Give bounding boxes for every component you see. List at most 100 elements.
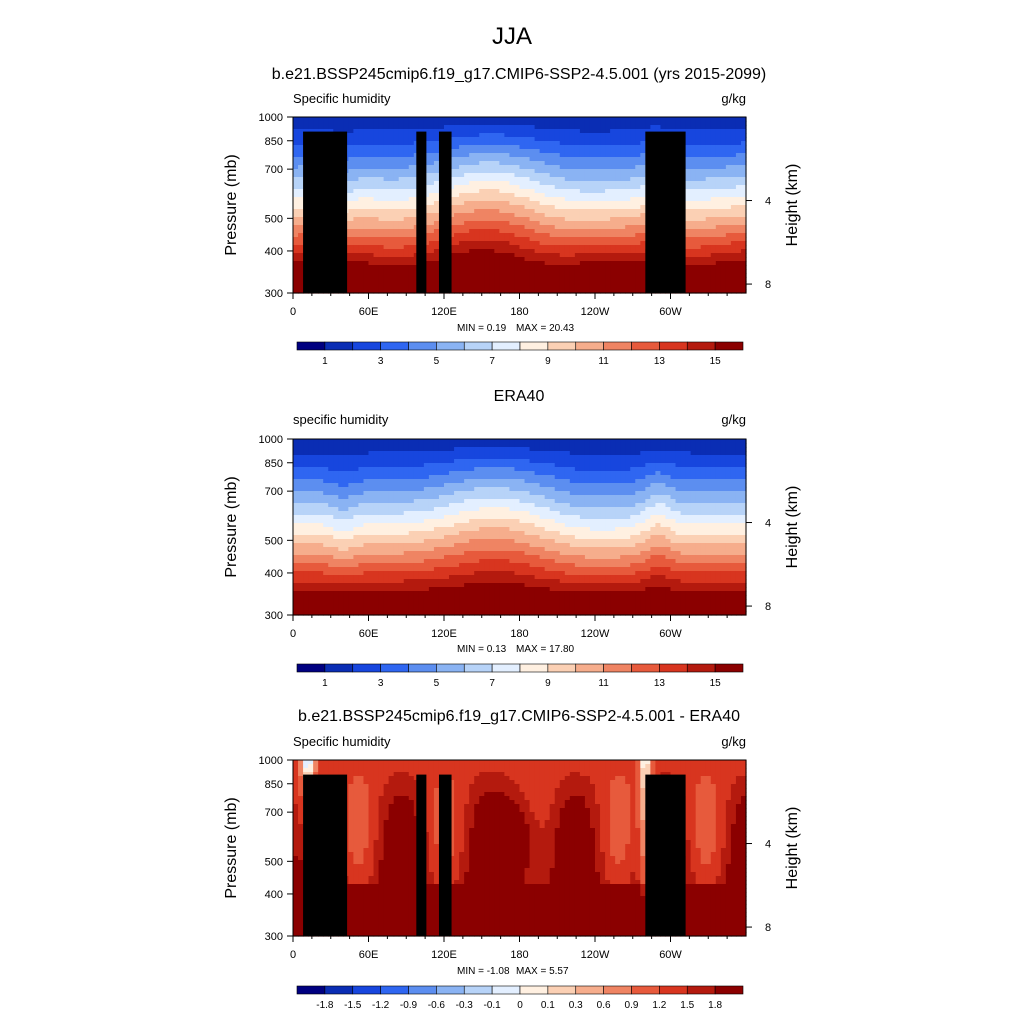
contour-cell — [519, 281, 526, 286]
panel-obs: ERA40 specific humidity g/kg 0 60E 120E 180… — [223, 388, 801, 689]
contour-cell — [484, 145, 490, 150]
contour-cell — [484, 269, 490, 274]
contour-cell — [589, 225, 596, 230]
contour-cell — [635, 269, 641, 274]
contour-cell — [610, 205, 616, 210]
contour-cell — [645, 129, 651, 134]
contour-cell — [559, 233, 566, 238]
contour-cell — [595, 205, 601, 210]
contour-cell — [398, 241, 405, 246]
contour-cell — [625, 237, 631, 242]
contour-cell — [313, 129, 319, 134]
contour-cell — [459, 209, 465, 214]
contour-cell — [499, 439, 505, 444]
contour-cell — [428, 443, 435, 448]
contour-cell — [569, 141, 576, 146]
contour-cell — [474, 289, 480, 294]
contour-cell — [403, 233, 410, 238]
contour-cell — [650, 451, 656, 456]
contour-cell — [428, 277, 435, 282]
contour-cell — [544, 173, 551, 178]
contour-cell — [720, 221, 727, 226]
contour-cell — [564, 439, 571, 444]
contour-cell — [373, 117, 380, 122]
contour-cell — [625, 265, 631, 270]
contour-cell — [559, 241, 566, 246]
contour-cell — [660, 459, 667, 464]
contour-cell — [293, 237, 299, 242]
contour-cell — [454, 141, 460, 146]
contour-cell — [695, 245, 702, 250]
contour-cell — [499, 205, 505, 210]
contour-cell — [615, 165, 621, 170]
contour-cell — [489, 443, 495, 448]
contour-cell — [403, 475, 410, 480]
contour-cell — [499, 241, 505, 246]
contour-cell — [605, 189, 611, 194]
contour-cell — [514, 189, 521, 194]
contour-cell — [740, 133, 747, 138]
contour-cell — [514, 121, 521, 126]
contour-cell — [725, 177, 732, 182]
contour-cell — [544, 233, 551, 238]
contour-cell — [459, 245, 465, 250]
contour-cell — [438, 455, 445, 460]
contour-cell — [373, 245, 380, 250]
contour-cell — [610, 153, 616, 158]
contour-cell — [549, 125, 556, 130]
contour-cell — [569, 467, 576, 472]
contour-cell — [484, 233, 490, 238]
contour-cell — [559, 221, 566, 226]
contour-cell — [600, 189, 606, 194]
contour-cell — [665, 125, 672, 130]
contour-cell — [725, 443, 732, 448]
contour-cell — [408, 157, 415, 162]
contour-cell — [579, 277, 586, 282]
contour-cell — [509, 165, 516, 170]
contour-cell — [298, 459, 304, 464]
contour-cell — [499, 129, 505, 134]
contour-cell — [388, 467, 395, 472]
y-tick-label: 1000 — [259, 112, 283, 124]
contour-cell — [348, 205, 354, 210]
contour-cell — [640, 257, 646, 262]
contour-cell — [454, 455, 460, 460]
contour-cell — [544, 201, 551, 206]
contour-cell — [519, 245, 526, 250]
contour-cell — [333, 459, 339, 464]
contour-cell — [388, 177, 395, 182]
contour-cell — [625, 443, 631, 448]
contour-cell — [318, 475, 324, 480]
contour-cell — [398, 197, 405, 202]
contour-cell — [504, 257, 511, 262]
contour-cell — [519, 165, 526, 170]
contour-cell — [348, 189, 354, 194]
contour-cell — [433, 253, 440, 258]
contour-cell — [444, 467, 450, 472]
contour-cell — [449, 459, 455, 464]
contour-cell — [549, 257, 556, 262]
contour-cell — [544, 451, 551, 456]
contour-cell — [700, 241, 707, 246]
contour-cell — [398, 201, 405, 206]
contour-cell — [720, 161, 727, 166]
contour-cell — [569, 249, 576, 254]
contour-cell — [534, 173, 541, 178]
contour-cell — [413, 443, 420, 448]
contour-cell — [730, 269, 737, 274]
contour-cell — [479, 165, 485, 170]
contour-cell — [433, 285, 440, 290]
contour-cell — [504, 265, 511, 270]
contour-cell — [665, 447, 672, 452]
contour-cell — [489, 145, 495, 150]
contour-cell — [353, 285, 360, 290]
contour-cell — [393, 285, 400, 290]
contour-cell — [574, 157, 581, 162]
contour-cell — [620, 443, 626, 448]
contour-cell — [393, 217, 400, 222]
contour-cell — [725, 201, 732, 206]
contour-cell — [534, 205, 541, 210]
contour-cell — [720, 459, 727, 464]
contour-cell — [574, 253, 581, 258]
contour-cell — [418, 439, 425, 444]
